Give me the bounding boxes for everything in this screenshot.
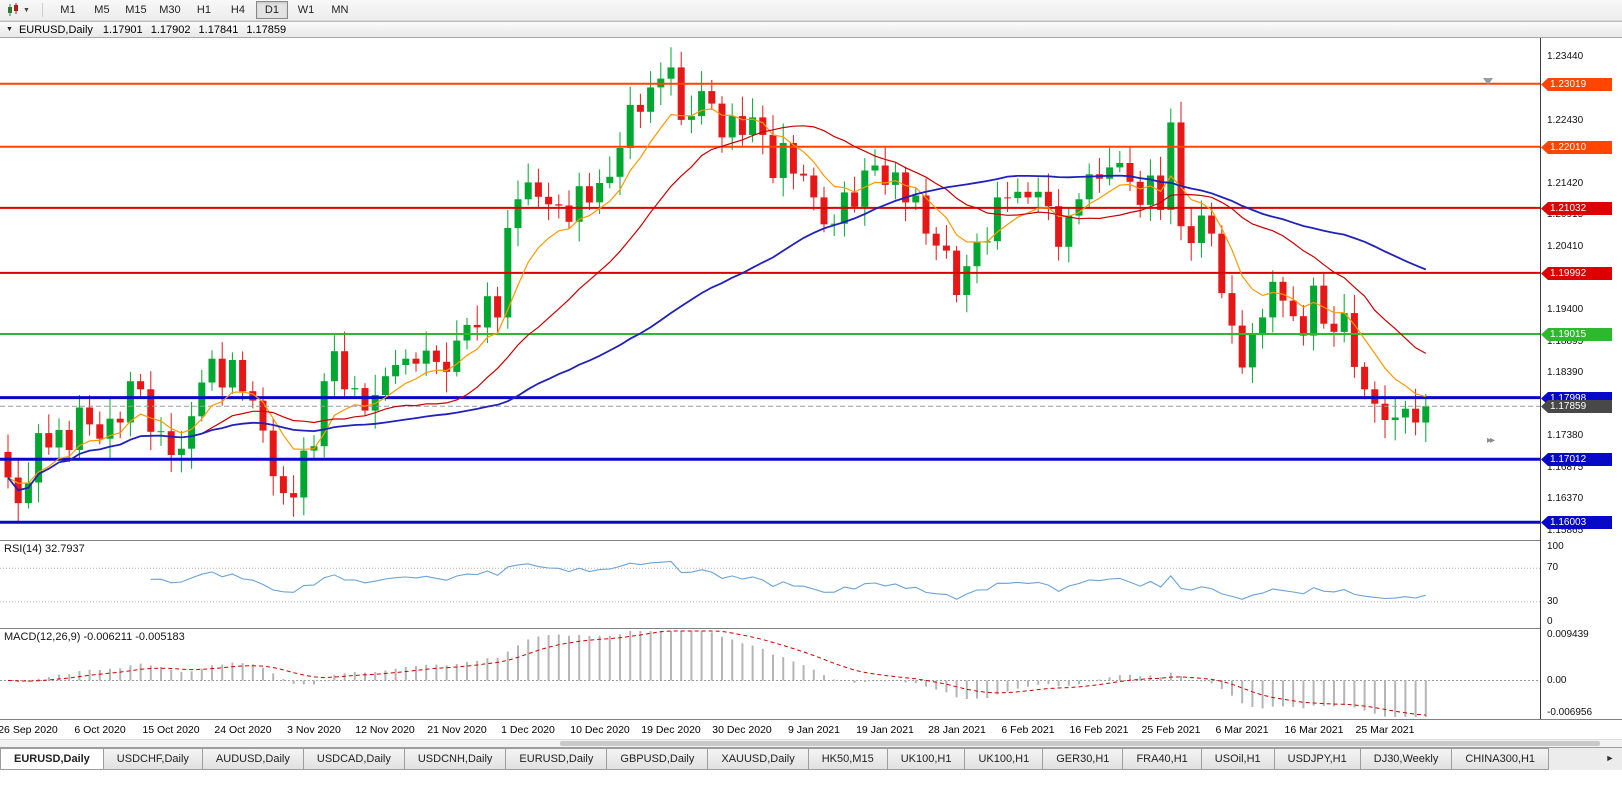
price-line-label: 1.17012 [1541,453,1612,466]
candlestick-chart-layer [0,47,1540,524]
date-axis-label: 16 Mar 2021 [1284,724,1344,736]
date-axis-label: 16 Feb 2021 [1069,724,1129,736]
rsi-label: RSI(14) 32.7937 [4,543,85,555]
date-axis-label: 30 Dec 2020 [712,724,772,736]
price-line-label: 1.19015 [1541,328,1612,341]
macd-label: MACD(12,26,9) -0.006211 -0.005183 [4,631,185,643]
date-axis[interactable]: 26 Sep 2020 6 Oct 2020 15 Oct 2020 24 Oct 2… [0,719,1622,739]
dropdown-arrow-icon[interactable]: ▼ [23,6,30,14]
chart-tab[interactable]: FRA40,H1 [1122,748,1202,770]
rsi-panel[interactable]: RSI(14) 32.7937 [0,540,1540,628]
price-line-label: 1.21032 [1541,202,1612,215]
price-axis-label: 1.15865 [1547,525,1584,536]
date-axis-label: 19 Dec 2020 [641,724,701,736]
rsi-chart-layer [0,560,1540,603]
rsi-axis-label: 30 [1547,596,1559,607]
date-axis-label: 25 Feb 2021 [1141,724,1201,736]
price-axis-label: 1.17380 [1547,430,1584,441]
timeframe-button-mn[interactable]: MN [331,4,349,16]
chart-tab-bar: EURUS­D,Daily USDCHF,Daily AUDUSD,Daily USD… [0,747,1622,770]
chart-symbol-title: EURUSD,Daily [18,23,93,36]
price-line-label: 1.22010 [1541,141,1612,154]
date-axis-label: 25 Mar 2021 [1355,724,1415,736]
chart-tab[interactable]: AUDUSD,Daily [201,748,304,770]
macd-axis-label: -0.006956 [1547,707,1593,718]
price-axis-label: 1.23440 [1547,51,1584,62]
price-axis-label: 1.18390 [1547,367,1584,378]
date-axis-label: 28 Jan 2021 [928,724,986,736]
rsi-axis-label: 100 [1547,541,1564,552]
toolbar: ▼ M1 M5 M15 M30 H1 H4 D1 W1 MN [0,0,1622,21]
price-axis-label: 1.18895 [1547,336,1584,347]
rsi-axis-label: 0 [1547,616,1553,627]
chart-tab[interactable]: EURUSD,Daily [505,748,608,770]
timeframe-toolbar: M1 M5 M15 M30 H1 H4 D1 W1 MN [51,1,357,19]
chart-tab[interactable]: CHINA300,H1 [1451,748,1550,770]
macd-axis-label: 0.00 [1547,675,1567,686]
chart-titlebar: ▼ EURUSD,Daily 1.17901 1.17902 1.17841 1… [0,21,1622,38]
chart-tab[interactable]: XAUUSD,Daily [707,748,809,770]
timeframe-button-h1[interactable]: H1 [196,4,211,16]
date-axis-label: 1 Dec 2020 [501,724,555,736]
timeframe-button-h4[interactable]: H4 [230,4,245,16]
price-arrow-marker: ▸▸ [1487,435,1495,446]
candlestick-chart-icon[interactable] [4,2,22,18]
price-axis-label: 1.20410 [1547,241,1584,252]
date-axis-label: 9 Jan 2021 [788,724,840,736]
chart-ohlc-readout: 1.17901 1.17902 1.17841 1.17859 [102,23,287,36]
main-chart-panel[interactable]: ▸▸ [0,38,1540,540]
macd-axis-label: 0.009439 [1547,629,1589,640]
timeframe-button-m30[interactable]: M30 [159,4,181,16]
macd-panel[interactable]: MACD(12,26,9) -0.006211 -0.005183 [0,628,1540,719]
price-axis-label: 1.22430 [1547,115,1584,126]
price-axis-label: 1.21420 [1547,178,1584,189]
chart-tab[interactable]: GBPUSD,Daily [606,748,709,770]
date-axis-label: 21 Nov 2020 [427,724,487,736]
chart-menu-icon[interactable]: ▼ [6,26,13,33]
timeframe-button-m5[interactable]: M5 [94,4,110,16]
date-axis-label: 3 Nov 2020 [287,724,341,736]
date-axis-label: 24 Oct 2020 [214,724,272,736]
price-line-label: 1.23019 [1541,78,1612,91]
date-axis-label: 19 Jan 2021 [856,724,914,736]
timeframe-button-m15[interactable]: M15 [125,4,147,16]
chart-tab[interactable]: DJ30,Weekly [1359,748,1453,770]
date-axis-label: 12 Nov 2020 [355,724,415,736]
date-axis-label: 6 Mar 2021 [1215,724,1269,736]
tab-scroll-right-button[interactable]: ► [1605,753,1615,763]
toolbar-separator [41,3,43,17]
timeframe-button-m1[interactable]: M1 [60,4,76,16]
date-axis-label: 6 Feb 2021 [1001,724,1055,736]
chart-tab[interactable]: USDCHF,Daily [102,748,203,770]
chart-tab[interactable]: USDJPY,H1 [1273,748,1361,770]
chart-shift-marker[interactable] [1483,78,1493,85]
date-axis-label: 6 Oct 2020 [74,724,126,736]
date-axis-label: 10 Dec 2020 [570,724,630,736]
chart-tab[interactable]: HK50,M15 [807,748,888,770]
price-axis[interactable]: 1.234401.229351.224301.219251.214201.209… [1540,38,1622,719]
chart-tab[interactable]: USDCNH,Daily [403,748,507,770]
scrollbar-thumb[interactable] [560,741,1600,746]
chart-tab[interactable]: UK100,H1 [886,748,966,770]
date-axis-label: 15 Oct 2020 [142,724,200,736]
current-price-label: 1.17859 [1541,400,1612,413]
chart-tab[interactable]: GER30,H1 [1042,748,1124,770]
chart-tab[interactable]: USOil,H1 [1200,748,1275,770]
price-line-label: 1.16003 [1541,516,1612,529]
chart-tabs: EURUS­D,Daily USDCHF,Daily AUDUSD,Daily USD… [0,748,1550,770]
macd-chart-layer [0,630,1540,717]
timeframe-button-w1[interactable]: W1 [297,4,315,16]
chart-tab[interactable]: UK100,H1 [964,748,1044,770]
chart-tab[interactable]: USDCAD,Daily [302,748,405,770]
price-axis-label: 1.19400 [1547,304,1584,315]
rsi-axis-label: 70 [1547,562,1559,573]
chart-tab[interactable]: EURUS­D,Daily [0,748,104,770]
timeframe-button-d1[interactable]: D1 [255,1,288,19]
price-axis-label: 1.16370 [1547,493,1584,504]
date-axis-label: 26 Sep 2020 [0,724,58,736]
candlestick-chart-icon-svg [8,3,18,16]
price-axis-label: 1.16875 [1547,462,1584,473]
horizontal-scrollbar[interactable] [0,739,1622,747]
price-line-label: 1.19992 [1541,267,1612,280]
